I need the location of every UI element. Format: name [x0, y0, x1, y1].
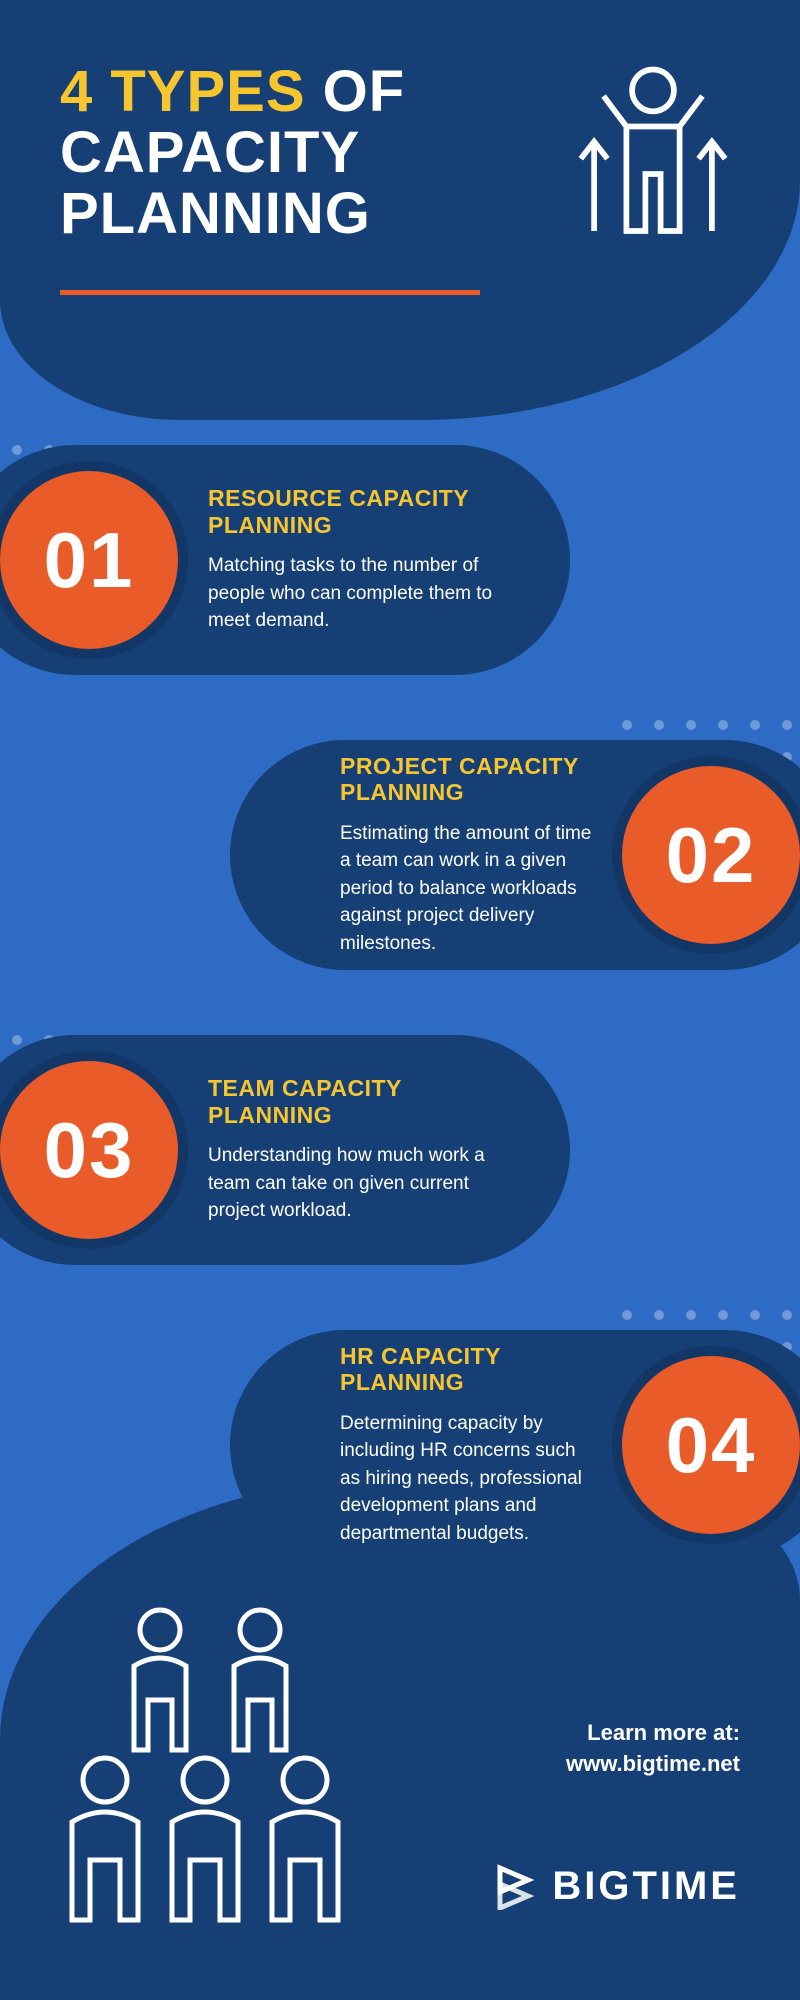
type-item-4: 04 HR CAPACITY PLANNING Determining capa…	[230, 1330, 800, 1560]
learn-more-url: www.bigtime.net	[566, 1749, 740, 1780]
type-item-1: 01 RESOURCE CAPACITY PLANNING Matching t…	[0, 445, 570, 675]
item-body: Understanding how much work a team can t…	[208, 1142, 508, 1225]
item-number-disc: 01	[0, 471, 178, 649]
item-body: Determining capacity by including HR con…	[340, 1410, 600, 1548]
item-heading: RESOURCE CAPACITY PLANNING	[208, 485, 508, 538]
item-heading: TEAM CAPACITY PLANNING	[208, 1075, 508, 1128]
person-arms-up-icon	[558, 55, 748, 255]
type-item-3: 03 TEAM CAPACITY PLANNING Understanding …	[0, 1035, 570, 1265]
item-number: 03	[44, 1105, 135, 1196]
item-body: Matching tasks to the number of people w…	[208, 552, 508, 635]
people-group-icon	[60, 1600, 360, 1940]
brand-name: BIGTIME	[552, 1864, 740, 1909]
infographic-canvas: 4 TYPES OF CAPACITY PLANNING 01 RESOURCE…	[0, 0, 800, 2000]
learn-more-label: Learn more at:	[566, 1718, 740, 1749]
brand-lockup: BIGTIME	[490, 1862, 740, 1910]
learn-more-block: Learn more at: www.bigtime.net	[566, 1718, 740, 1780]
title-accent-text: 4 TYPES	[60, 59, 306, 124]
item-body: Estimating the amount of time a team can…	[340, 820, 600, 958]
item-number-disc: 02	[622, 766, 800, 944]
item-heading: HR CAPACITY PLANNING	[340, 1343, 600, 1396]
title-rest-text: OF	[306, 59, 406, 124]
item-number-disc: 03	[0, 1061, 178, 1239]
item-number: 01	[44, 515, 135, 606]
title-underline	[60, 290, 480, 295]
item-number-disc: 04	[622, 1356, 800, 1534]
item-number: 04	[666, 1400, 757, 1491]
item-heading: PROJECT CAPACITY PLANNING	[340, 753, 600, 806]
type-item-2: 02 PROJECT CAPACITY PLANNING Estimating …	[230, 740, 800, 970]
item-number: 02	[666, 810, 757, 901]
brand-logo-icon	[490, 1862, 538, 1910]
